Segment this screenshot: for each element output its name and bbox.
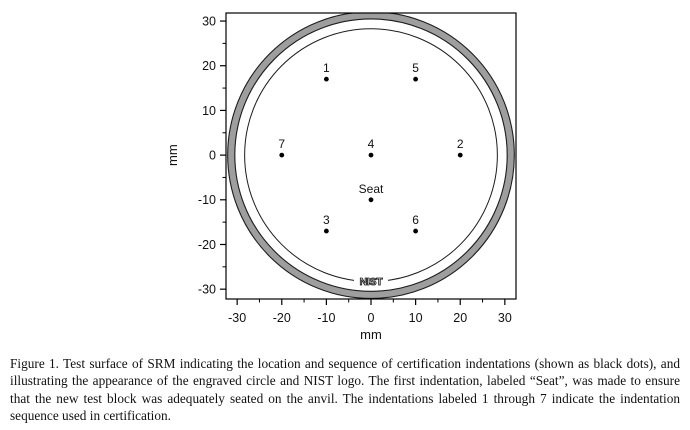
y-tick-label: 30 <box>202 14 216 28</box>
ring-inner-edge <box>234 18 508 292</box>
indentation-label-7: 7 <box>278 137 285 151</box>
indentation-dot-seat <box>368 197 374 203</box>
indentation-label-3: 3 <box>323 213 330 227</box>
x-tick-label: 10 <box>409 311 423 325</box>
y-axis-label: mm <box>165 144 180 166</box>
ring-fill <box>227 13 515 299</box>
y-tick-label: 10 <box>202 104 216 118</box>
y-tick-label: 0 <box>209 149 216 163</box>
indentation-points: 1 5 7 4 2 Seat 3 6 <box>278 61 464 234</box>
indentation-label-seat: Seat <box>359 182 384 196</box>
x-tick-label: -10 <box>317 311 335 325</box>
y-tick-label: -10 <box>198 193 216 207</box>
y-tick-label: -20 <box>198 238 216 252</box>
figure-plot-area: NIST -30 -20 -10 0 10 20 30 -30 -20 -10 0 10 20 30 mm… <box>165 12 517 342</box>
axis-labels: mm mm <box>165 144 382 342</box>
y-tick-label: -30 <box>198 283 216 297</box>
indentation-dot-5 <box>413 76 419 82</box>
nist-logo-backing <box>354 275 388 287</box>
indentation-label-1: 1 <box>323 61 330 75</box>
srm-test-surface-plot: NIST -30 -20 -10 0 10 20 30 -30 -20 -10 0 10 20 30 mm… <box>165 12 517 342</box>
indentation-label-2: 2 <box>457 137 464 151</box>
y-tick-label: 20 <box>202 59 216 73</box>
figure-caption: Figure 1. Test surface of SRM indicating… <box>10 356 680 424</box>
indentation-dot-1 <box>323 76 329 82</box>
indentation-dot-4 <box>368 152 374 158</box>
x-tick-label: -30 <box>228 311 246 325</box>
nist-logo: NIST <box>354 275 388 288</box>
indentation-dot-2 <box>457 152 463 158</box>
x-tick-label: 30 <box>498 311 512 325</box>
indentation-dot-7 <box>279 152 285 158</box>
indentation-dot-3 <box>323 228 329 234</box>
indentation-dot-6 <box>413 228 419 234</box>
indentation-label-4: 4 <box>368 137 375 151</box>
axis-ticks: -30 -20 -10 0 10 20 30 -30 -20 -10 0 10 20 30 <box>198 14 512 325</box>
indentation-label-5: 5 <box>412 61 419 75</box>
x-tick-label: -20 <box>273 311 291 325</box>
x-axis-label: mm <box>360 327 382 342</box>
nist-logo-text: NIST <box>360 276 384 288</box>
x-tick-label: 0 <box>368 311 375 325</box>
indentation-label-6: 6 <box>412 213 419 227</box>
x-tick-label: 20 <box>453 311 467 325</box>
